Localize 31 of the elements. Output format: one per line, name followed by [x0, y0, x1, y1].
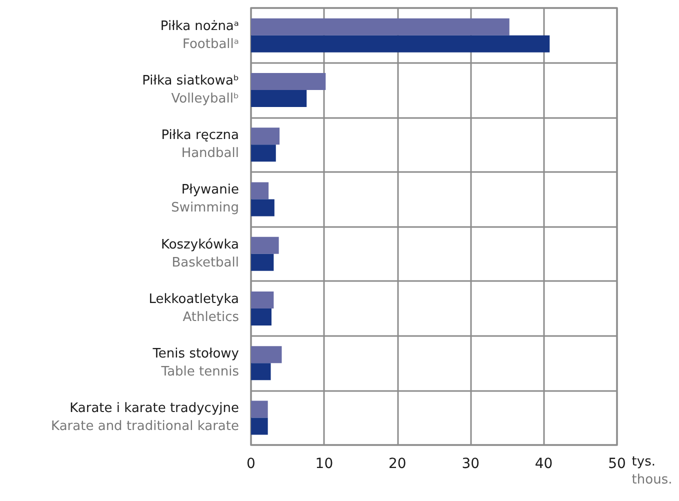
bar	[251, 128, 280, 145]
x-tick-label: 30	[462, 456, 480, 472]
bar	[251, 418, 268, 435]
y-tick-label: Pływanie Swimming	[171, 182, 239, 216]
bar	[251, 35, 550, 52]
bar	[251, 18, 510, 36]
bar	[251, 199, 274, 216]
bar	[251, 72, 326, 90]
y-tick-label: Tenis stołowy Table tennis	[152, 346, 240, 380]
y-tick-label: Lekkoatletyka Athletics	[148, 292, 240, 325]
bar	[251, 400, 268, 418]
x-axis-title: tys. thous.	[632, 454, 672, 488]
bar	[251, 254, 274, 271]
y-tick-label: Piłka nożnaᵃ Footballᵃ	[160, 18, 239, 52]
bar	[251, 363, 271, 380]
y-tick-label: Karate i karate tradycyjne Karate and traditional karate	[51, 401, 239, 434]
bar	[251, 291, 274, 308]
y-tick-label: Koszykówka Basketball	[160, 237, 239, 270]
x-tick-label: 50	[608, 456, 626, 472]
x-tick-label: 0	[246, 456, 256, 472]
y-tick-label: Piłka siatkowaᵇ Volleyballᵇ	[142, 73, 239, 106]
x-tick-label: 20	[388, 456, 406, 472]
bar	[251, 182, 269, 200]
bar	[251, 236, 279, 254]
bar	[251, 144, 276, 162]
bar	[251, 308, 272, 326]
bar	[251, 346, 282, 364]
bar	[251, 90, 307, 107]
y-tick-label: Piłka ręczna Handball	[161, 128, 239, 162]
x-tick-label: 40	[534, 456, 553, 472]
x-tick-label: 10	[315, 456, 334, 472]
